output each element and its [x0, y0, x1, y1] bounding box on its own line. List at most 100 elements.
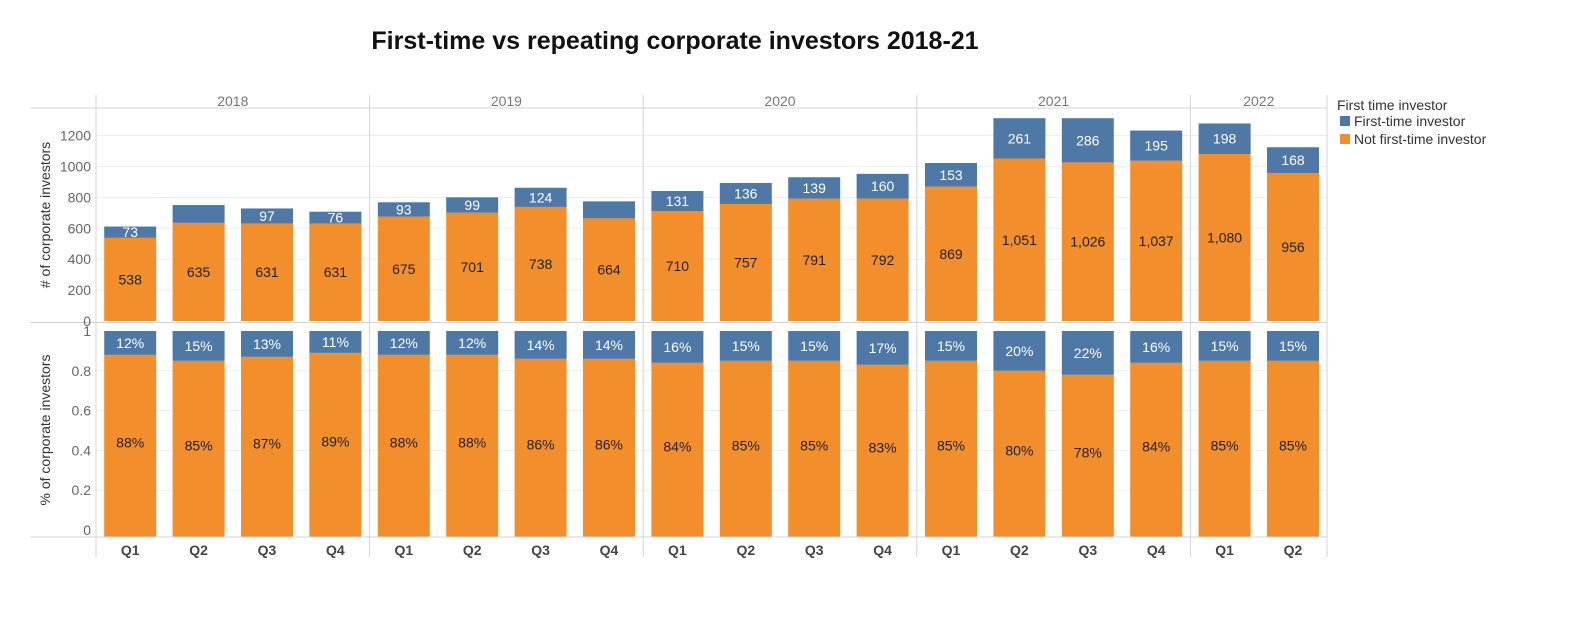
count-bar-not-first-time [446, 212, 499, 321]
count-bar-first-time [583, 201, 635, 219]
share-tick-label: 0.4 [72, 442, 92, 458]
gridlines [96, 135, 1327, 491]
quarter-label: Q2 [736, 542, 755, 558]
count-bar-first-time [1267, 147, 1319, 174]
count-bar-first-time [514, 187, 567, 207]
share-label-first-time: 14% [527, 337, 555, 353]
count-bar-first-time [993, 118, 1046, 159]
share-label-first-time: 20% [1005, 343, 1033, 359]
share-label-first-time: 14% [595, 337, 623, 353]
share-label-first-time: 15% [937, 338, 965, 354]
count-label-first-time: 261 [1008, 130, 1032, 146]
share-label-first-time: 16% [1142, 339, 1170, 355]
count-label-first-time: 198 [1213, 131, 1237, 147]
quarter-label: Q3 [531, 542, 550, 558]
share-axis-title: % of corporate investors [37, 355, 53, 506]
count-label-first-time: 73 [122, 224, 138, 240]
count-label-not-first-time: 631 [255, 264, 279, 280]
share-bar-not-first-time [925, 360, 977, 537]
share-label-first-time: 17% [869, 340, 897, 356]
count-label-first-time: 168 [1281, 152, 1305, 168]
count-tick-label: 0 [83, 313, 91, 329]
share-bar-not-first-time [856, 364, 909, 537]
share-bar-first-time [856, 331, 909, 365]
quarter-label: Q2 [1010, 542, 1029, 558]
quarter-label: Q4 [326, 542, 345, 558]
share-bar-first-time [925, 331, 977, 361]
quarter-label: Q1 [942, 542, 961, 558]
count-label-first-time: 153 [939, 167, 963, 183]
count-bar-first-time [788, 177, 841, 199]
count-bar-first-time [856, 173, 909, 199]
quarter-label: Q1 [668, 542, 687, 558]
quarter-label: Q1 [1215, 542, 1234, 558]
share-bar-first-time [377, 331, 430, 355]
count-tick-label: 800 [68, 189, 92, 205]
share-bar-not-first-time [651, 362, 704, 537]
share-label-first-time: 15% [800, 338, 828, 354]
share-label-not-first-time: 86% [595, 436, 623, 452]
share-label-first-time: 11% [322, 334, 349, 350]
quarter-label: Q3 [805, 542, 824, 558]
legend-swatch-first-time [1340, 116, 1350, 126]
share-bar-not-first-time [377, 354, 430, 537]
share-label-not-first-time: 87% [253, 435, 281, 451]
share-bar-not-first-time [1130, 362, 1183, 537]
legend-title: First time investor [1337, 97, 1448, 113]
count-label-not-first-time: 1,051 [1002, 232, 1037, 248]
count-label-first-time: 139 [803, 180, 827, 196]
count-bar-first-time [241, 208, 293, 224]
count-label-first-time: 93 [396, 201, 412, 217]
share-bar-not-first-time [446, 354, 499, 537]
share-label-not-first-time: 78% [1074, 444, 1102, 460]
share-bar-first-time [1130, 331, 1183, 363]
share-bar-not-first-time [583, 358, 635, 537]
count-bar-not-first-time [788, 198, 841, 321]
count-label-not-first-time: 635 [187, 264, 211, 280]
share-bar-not-first-time [1267, 360, 1319, 537]
quarter-label: Q4 [600, 542, 619, 558]
quarter-label: Q1 [121, 542, 140, 558]
year-header: 2018 [217, 93, 248, 109]
count-bar-not-first-time [309, 223, 362, 321]
share-label-first-time: 12% [390, 335, 418, 351]
count-bar-first-time [377, 202, 430, 217]
share-bar-not-first-time [788, 360, 841, 537]
share-tick-label: 0.2 [72, 482, 92, 498]
quarter-label: Q3 [258, 542, 277, 558]
share-label-not-first-time: 85% [800, 437, 828, 453]
count-label-not-first-time: 792 [871, 252, 895, 268]
count-bar-not-first-time [1061, 162, 1114, 321]
count-bar-not-first-time [993, 158, 1046, 321]
share-label-not-first-time: 85% [1211, 437, 1239, 453]
share-bar-first-time [1061, 331, 1114, 375]
count-bar-first-time [925, 163, 977, 187]
share-bar-not-first-time [514, 358, 567, 537]
share-label-not-first-time: 84% [663, 438, 691, 454]
count-bar-first-time [651, 190, 704, 212]
count-bar-not-first-time [651, 211, 704, 321]
share-bar-not-first-time [104, 354, 157, 537]
count-bar-not-first-time [241, 223, 293, 321]
share-bar-first-time [309, 331, 362, 353]
quarter-label: Q3 [1078, 542, 1097, 558]
quarter-label: Q4 [1147, 542, 1166, 558]
count-bar-first-time [1130, 130, 1183, 161]
count-label-not-first-time: 1,026 [1070, 234, 1105, 250]
bars [104, 118, 1319, 537]
count-bar-not-first-time [104, 237, 157, 321]
count-label-not-first-time: 791 [803, 252, 827, 268]
count-label-not-first-time: 710 [666, 258, 690, 274]
share-label-not-first-time: 84% [1142, 438, 1170, 454]
share-label-not-first-time: 85% [937, 437, 965, 453]
share-label-first-time: 15% [1211, 338, 1239, 354]
share-label-not-first-time: 85% [185, 437, 213, 453]
count-label-not-first-time: 701 [461, 259, 485, 275]
share-bar-first-time [241, 331, 293, 357]
count-tick-label: 400 [68, 251, 92, 267]
year-header: 2022 [1243, 93, 1274, 109]
share-bar-first-time [514, 331, 567, 359]
share-label-not-first-time: 80% [1005, 442, 1033, 458]
share-bar-not-first-time [719, 360, 772, 537]
